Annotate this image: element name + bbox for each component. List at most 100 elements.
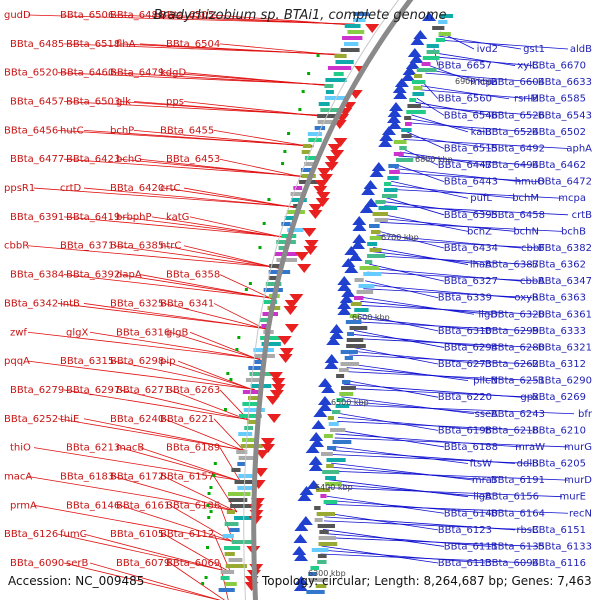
right-gene-label: crtB (572, 210, 593, 221)
right-connector-line (426, 68, 492, 83)
right-connector-line (324, 512, 439, 531)
gene-block (238, 456, 255, 460)
reverse-gene-arrow (318, 378, 333, 387)
forward-gene-arrow (267, 414, 282, 423)
left-gene-label: BBta_6297 (66, 385, 120, 396)
gene-block (261, 342, 281, 346)
left-gene-label: BBta_6161 (116, 500, 170, 511)
left-gene-label: glgX (66, 327, 88, 338)
right-gene-label: BBta_6515 (444, 143, 498, 154)
gc-marker (316, 54, 320, 57)
gene-block (333, 72, 344, 76)
gene-block (334, 54, 347, 58)
left-connector-line (213, 129, 314, 148)
gene-block (317, 554, 327, 558)
gene-block (405, 122, 412, 126)
gene-block (260, 336, 281, 340)
right-gene-label: BBta_6524 (485, 127, 539, 138)
left-gene-label: BBta_6486 (110, 10, 164, 21)
right-connector-line (338, 412, 439, 431)
right-connector-line (422, 81, 439, 100)
right-gene-label: ddlB (517, 459, 539, 470)
gene-block (328, 422, 339, 426)
left-connector-line (113, 360, 255, 391)
gene-block (317, 120, 338, 124)
reverse-gene-arrow (339, 294, 354, 303)
gc-marker (204, 576, 208, 579)
gene-block (422, 56, 440, 60)
left-gene-label: crtD (60, 183, 82, 194)
gene-block (411, 80, 426, 84)
right-gene-label: ftsW (470, 459, 492, 470)
right-connector-line (415, 101, 492, 116)
gene-block (321, 452, 333, 456)
gene-block (238, 414, 262, 418)
gene-block (370, 230, 381, 234)
reverse-gene-arrow (299, 486, 314, 495)
reverse-gene-arrow (378, 138, 393, 147)
left-gene-label: bchG (116, 154, 142, 165)
gene-block (352, 18, 366, 22)
right-gene-label: BBta_6273 (438, 359, 492, 370)
right-gene-label: BBta_6321 (538, 342, 592, 353)
gene-block (220, 570, 235, 574)
reverse-gene-arrow (305, 444, 320, 453)
left-gene-label: BBta_6240 (110, 414, 164, 425)
left-connector-line (89, 562, 221, 600)
right-gene-label: gpx (520, 392, 539, 403)
right-gene-label: BBta_6382 (538, 243, 592, 254)
right-gene-label: BBta_6198 (438, 425, 492, 436)
reverse-gene-arrow (369, 168, 384, 177)
reverse-gene-arrow (392, 84, 407, 93)
reverse-gene-arrow (337, 276, 352, 285)
right-connector-line (332, 450, 516, 464)
right-gene-label: BBta_6585 (532, 94, 586, 105)
left-gene-label: dapA (116, 270, 142, 281)
left-connector-line (219, 43, 344, 57)
right-gene-label: BBta_6362 (532, 260, 586, 271)
right-connector-line (372, 251, 486, 265)
reverse-gene-arrow (361, 186, 376, 195)
left-gene-label: BBta_6271 (116, 385, 170, 396)
gene-block (323, 434, 333, 438)
gene-block (438, 32, 451, 36)
gene-block (318, 102, 330, 106)
gene-block (383, 188, 398, 192)
gc-marker (258, 246, 262, 249)
reverse-gene-arrow (364, 198, 379, 207)
reverse-gene-arrow (306, 480, 321, 489)
forward-gene-arrow (271, 384, 286, 393)
gene-block (324, 84, 334, 88)
right-gene-label: oxyR (514, 293, 539, 304)
gene-block (316, 488, 331, 492)
right-connector-line (403, 139, 569, 149)
genome-stats-text: Topology: circular; Length: 8,264,687 bp… (262, 574, 592, 588)
left-gene-label: thiO (10, 443, 31, 454)
gene-block (307, 132, 323, 136)
gene-block (278, 246, 288, 250)
gene-block (356, 290, 374, 294)
gene-block (347, 30, 365, 34)
right-gene-label: BBta_6543 (538, 110, 592, 121)
gene-block (218, 588, 235, 592)
gene-block (353, 12, 369, 16)
gene-block (320, 494, 327, 498)
gene-block (319, 530, 329, 534)
gene-block (228, 558, 243, 562)
right-connector-line (356, 317, 486, 332)
forward-gene-arrow (269, 390, 284, 399)
right-connector-line (381, 213, 469, 232)
right-gene-label: kaiB (471, 127, 493, 138)
gene-block (369, 248, 382, 252)
left-gene-label: BBta_6172 (110, 471, 164, 482)
left-gene-label: BBta_6358 (166, 270, 220, 281)
left-connector-line (219, 158, 305, 178)
gene-block (326, 458, 346, 462)
left-gene-label: BBta_6456 (4, 125, 58, 136)
right-connector-line (369, 263, 445, 282)
right-gene-label: BBta_6363 (532, 293, 586, 304)
gc-marker (209, 510, 213, 513)
left-connector-line (83, 303, 267, 330)
gene-block (372, 212, 389, 216)
right-gene-label: BBta_6269 (532, 392, 586, 403)
